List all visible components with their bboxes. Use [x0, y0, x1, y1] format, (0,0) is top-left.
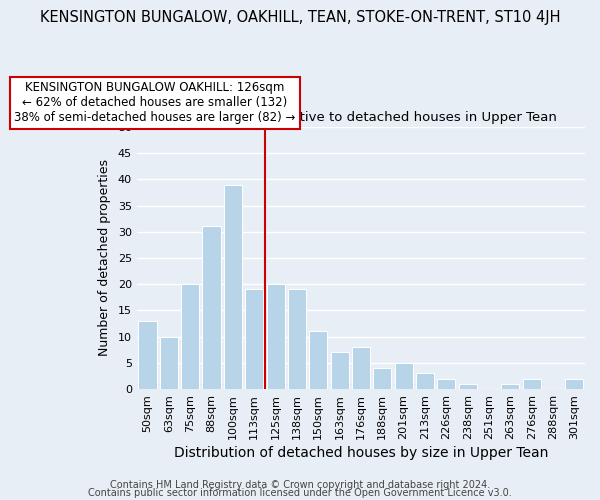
Bar — [373, 368, 391, 389]
Bar — [309, 332, 328, 389]
Bar — [523, 378, 541, 389]
Bar — [565, 378, 583, 389]
X-axis label: Distribution of detached houses by size in Upper Tean: Distribution of detached houses by size … — [174, 446, 548, 460]
Bar — [437, 378, 455, 389]
Bar — [181, 284, 199, 389]
Text: Contains public sector information licensed under the Open Government Licence v3: Contains public sector information licen… — [88, 488, 512, 498]
Bar — [331, 352, 349, 389]
Bar — [202, 226, 221, 389]
Text: KENSINGTON BUNGALOW, OAKHILL, TEAN, STOKE-ON-TRENT, ST10 4JH: KENSINGTON BUNGALOW, OAKHILL, TEAN, STOK… — [40, 10, 560, 25]
Text: KENSINGTON BUNGALOW OAKHILL: 126sqm
← 62% of detached houses are smaller (132)
3: KENSINGTON BUNGALOW OAKHILL: 126sqm ← 62… — [14, 81, 296, 124]
Bar — [266, 284, 284, 389]
Bar — [501, 384, 520, 389]
Bar — [458, 384, 477, 389]
Bar — [245, 290, 263, 389]
Bar — [395, 363, 413, 389]
Bar — [139, 321, 157, 389]
Text: Contains HM Land Registry data © Crown copyright and database right 2024.: Contains HM Land Registry data © Crown c… — [110, 480, 490, 490]
Y-axis label: Number of detached properties: Number of detached properties — [98, 160, 111, 356]
Bar — [288, 290, 306, 389]
Bar — [224, 184, 242, 389]
Bar — [352, 347, 370, 389]
Bar — [160, 336, 178, 389]
Bar — [416, 374, 434, 389]
Title: Size of property relative to detached houses in Upper Tean: Size of property relative to detached ho… — [164, 112, 557, 124]
